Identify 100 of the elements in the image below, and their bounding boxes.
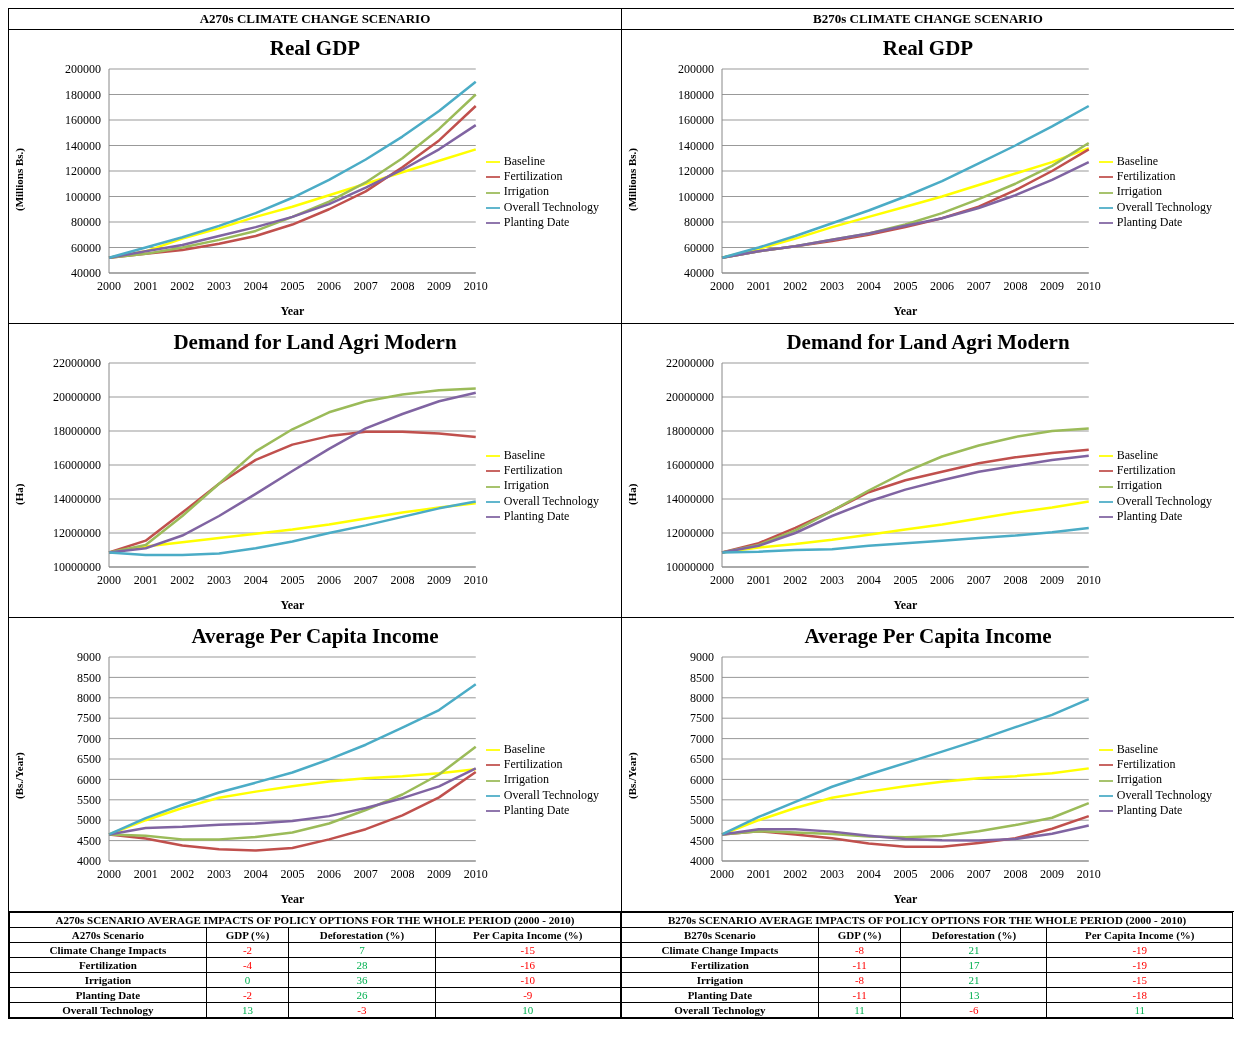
legend-label: Irrigation — [1116, 478, 1163, 493]
legend-label: Overall Technology — [1116, 493, 1212, 508]
x-tick-label: 2003 — [820, 572, 845, 587]
y-tick-label: 40000 — [684, 266, 714, 281]
category-label: Overall Technology — [9, 1002, 207, 1018]
legend-label: Planting Date — [503, 508, 570, 523]
x-tick-label: 2006 — [317, 278, 342, 293]
legend-label: Fertilization — [503, 169, 563, 184]
data-label: -10 — [435, 972, 621, 988]
data-label: 10 — [435, 1002, 621, 1018]
legend-label: Overall Technology — [503, 493, 599, 508]
data-label: -15 — [1046, 972, 1233, 988]
text: Per Capita Income (%) — [1046, 927, 1233, 943]
x-tick-label: 2002 — [783, 866, 808, 881]
x-tick-label: 2010 — [1076, 572, 1101, 587]
category-label: Climate Change Impacts — [9, 942, 207, 958]
x-tick-label: 2004 — [243, 866, 268, 881]
text: B270s Scenario — [621, 927, 819, 943]
text: GDP (%) — [818, 927, 901, 943]
y-tick-label: 16000000 — [53, 458, 101, 473]
legend-label: Baseline — [1116, 153, 1159, 168]
x-tick-label: 2009 — [427, 278, 452, 293]
category-label: Irrigation — [621, 972, 819, 988]
y-tick-label: 5000 — [690, 813, 714, 828]
data-label: 7 — [288, 942, 436, 958]
y-tick-label: 9000 — [690, 650, 714, 665]
y-tick-label: 5500 — [77, 793, 101, 808]
x-tick-label: 2004 — [243, 278, 268, 293]
y-axis-title: (Millions Bs.) — [12, 147, 26, 211]
y-tick-label: 22000000 — [53, 356, 101, 371]
legend-label: Irrigation — [1116, 184, 1163, 199]
y-tick-label: 12000000 — [53, 526, 101, 541]
chart-title: Real GDP — [881, 36, 975, 61]
y-tick-label: 180000 — [65, 87, 101, 102]
data-label: -11 — [818, 957, 901, 973]
y-tick-label: 60000 — [71, 240, 101, 255]
category-label: Planting Date — [621, 987, 819, 1003]
y-tick-label: 6500 — [77, 752, 101, 767]
x-tick-label: 2005 — [280, 278, 305, 293]
x-tick-label: 2008 — [390, 572, 415, 587]
legend-label: Irrigation — [503, 184, 550, 199]
legend-label: Irrigation — [503, 478, 550, 493]
legend-label: Baseline — [503, 153, 546, 168]
text: A270s Scenario — [9, 927, 207, 943]
x-tick-label: 2010 — [463, 278, 488, 293]
x-tick-label: 2002 — [170, 278, 195, 293]
legend-label: Irrigation — [503, 772, 550, 787]
legend-label: Planting Date — [503, 214, 570, 229]
text: B270s SCENARIO AVERAGE IMPACTS OF POLICY OPTIONS FOR THE WHOLE PERIOD (2000 - 2010) — [621, 912, 1233, 928]
x-tick-label: 2005 — [893, 572, 918, 587]
x-tick-label: 2007 — [353, 278, 378, 293]
x-tick-label: 2008 — [390, 278, 415, 293]
y-tick-label: 5000 — [77, 813, 101, 828]
x-tick-label: 2008 — [1003, 866, 1028, 881]
x-tick-label: 2002 — [783, 572, 808, 587]
text: Deforestation (%) — [900, 927, 1047, 943]
y-tick-label: 200000 — [65, 62, 101, 77]
x-axis-title: Year — [280, 304, 306, 318]
y-tick-label: 8500 — [690, 670, 714, 685]
x-tick-label: 2005 — [893, 866, 918, 881]
y-tick-label: 100000 — [678, 189, 714, 204]
data-label: -2 — [206, 987, 289, 1003]
x-tick-label: 2001 — [746, 278, 771, 293]
y-axis-title: (Ha) — [625, 483, 639, 505]
data-label: 26 — [288, 987, 436, 1003]
data-label: -19 — [1046, 957, 1233, 973]
y-tick-label: 7500 — [690, 711, 714, 726]
data-label: 36 — [288, 972, 436, 988]
y-tick-label: 10000000 — [53, 560, 101, 575]
y-tick-label: 4000 — [77, 854, 101, 869]
y-axis-title: (Millions Bs.) — [625, 147, 639, 211]
y-tick-label: 100000 — [65, 189, 101, 204]
x-tick-label: 2002 — [783, 278, 808, 293]
x-tick-label: 2001 — [746, 572, 771, 587]
legend-label: Overall Technology — [503, 787, 599, 802]
legend-label: Baseline — [503, 741, 546, 756]
x-tick-label: 2007 — [966, 572, 991, 587]
x-tick-label: 2003 — [820, 278, 845, 293]
x-tick-label: 2010 — [463, 572, 488, 587]
x-axis-title: Year — [280, 598, 306, 612]
y-tick-label: 22000000 — [666, 356, 714, 371]
chart-title: Average Per Capita Income — [803, 624, 1053, 649]
x-tick-label: 2008 — [1003, 572, 1028, 587]
data-label: 13 — [900, 987, 1047, 1003]
legend-label: Baseline — [1116, 447, 1159, 462]
data-label: -16 — [435, 957, 621, 973]
x-tick-label: 2008 — [390, 866, 415, 881]
data-label: 11 — [1046, 1002, 1233, 1018]
x-tick-label: 2010 — [463, 866, 488, 881]
y-tick-label: 180000 — [678, 87, 714, 102]
data-label: -4 — [206, 957, 289, 973]
x-tick-label: 2001 — [746, 866, 771, 881]
x-tick-label: 2000 — [97, 866, 121, 881]
legend-label: Planting Date — [1116, 802, 1183, 817]
y-tick-label: 20000000 — [53, 390, 101, 405]
x-tick-label: 2001 — [133, 866, 158, 881]
category-label: Climate Change Impacts — [621, 942, 819, 958]
x-tick-label: 2002 — [170, 572, 195, 587]
y-tick-label: 140000 — [65, 138, 101, 153]
legend-label: Fertilization — [1116, 757, 1176, 772]
